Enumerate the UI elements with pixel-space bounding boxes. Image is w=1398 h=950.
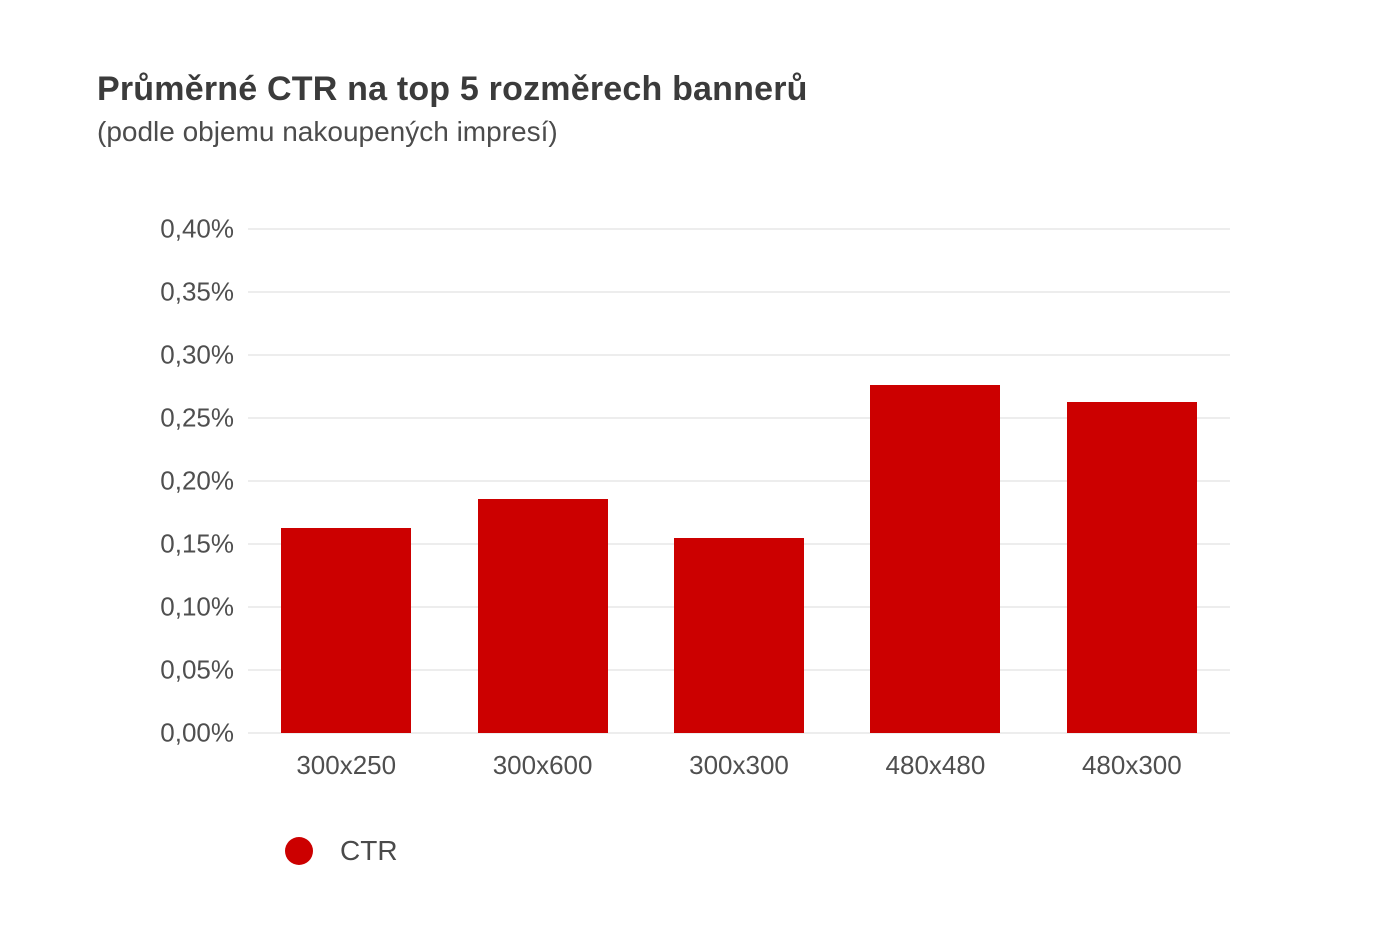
bar-300x600 xyxy=(477,498,608,733)
gridline xyxy=(248,291,1230,293)
bar-300x250 xyxy=(281,527,412,733)
plot-area: 300x250 300x600 300x300 480x480 480x300 0,00… xyxy=(160,214,1230,780)
y-axis-tick-label: 0,15% xyxy=(160,528,234,559)
category-band: 300x300 xyxy=(641,229,837,780)
y-axis-tick-label: 0,40% xyxy=(160,213,234,244)
x-axis-tick-label: 480x300 xyxy=(1081,750,1182,780)
category-band: 480x480 xyxy=(837,229,1033,780)
chart-subtitle: (podle objemu nakoupených impresí) xyxy=(97,116,558,148)
y-axis-tick-label: 0,10% xyxy=(160,591,234,622)
gridline xyxy=(248,228,1230,230)
category-band: 480x300 xyxy=(1034,229,1230,780)
y-axis-tick-label: 0,00% xyxy=(160,717,234,748)
x-axis-tick-label: 300x300 xyxy=(689,750,789,780)
chart-title: Průměrné CTR na top 5 rozměrech bannerů xyxy=(97,70,808,108)
category-band: 300x250 xyxy=(248,229,444,780)
gridline xyxy=(248,732,1230,734)
gridline xyxy=(248,480,1230,482)
category-band: 300x600 xyxy=(444,229,640,780)
legend: CTR xyxy=(285,835,398,867)
y-axis-tick-label: 0,35% xyxy=(160,276,234,307)
y-axis-tick-label: 0,05% xyxy=(160,654,234,685)
x-axis-tick-label: 300x600 xyxy=(492,750,593,780)
x-axis-tick-label: 300x250 xyxy=(296,750,397,780)
legend-marker-icon xyxy=(285,837,313,865)
y-axis-tick-label: 0,30% xyxy=(160,339,234,370)
bars-container: 300x250 300x600 300x300 480x480 480x300 xyxy=(248,229,1230,780)
bar-480x480 xyxy=(870,385,1001,733)
bar-480x300 xyxy=(1066,401,1197,733)
y-axis-tick-label: 0,25% xyxy=(160,402,234,433)
chart-header: Průměrné CTR na top 5 rozměrech bannerů … xyxy=(97,70,808,148)
gridline xyxy=(248,417,1230,419)
bar-300x300 xyxy=(674,537,805,733)
gridline xyxy=(248,354,1230,356)
x-axis-tick-label: 480x480 xyxy=(885,750,986,780)
y-axis-tick-label: 0,20% xyxy=(160,465,234,496)
legend-label: CTR xyxy=(340,835,398,866)
